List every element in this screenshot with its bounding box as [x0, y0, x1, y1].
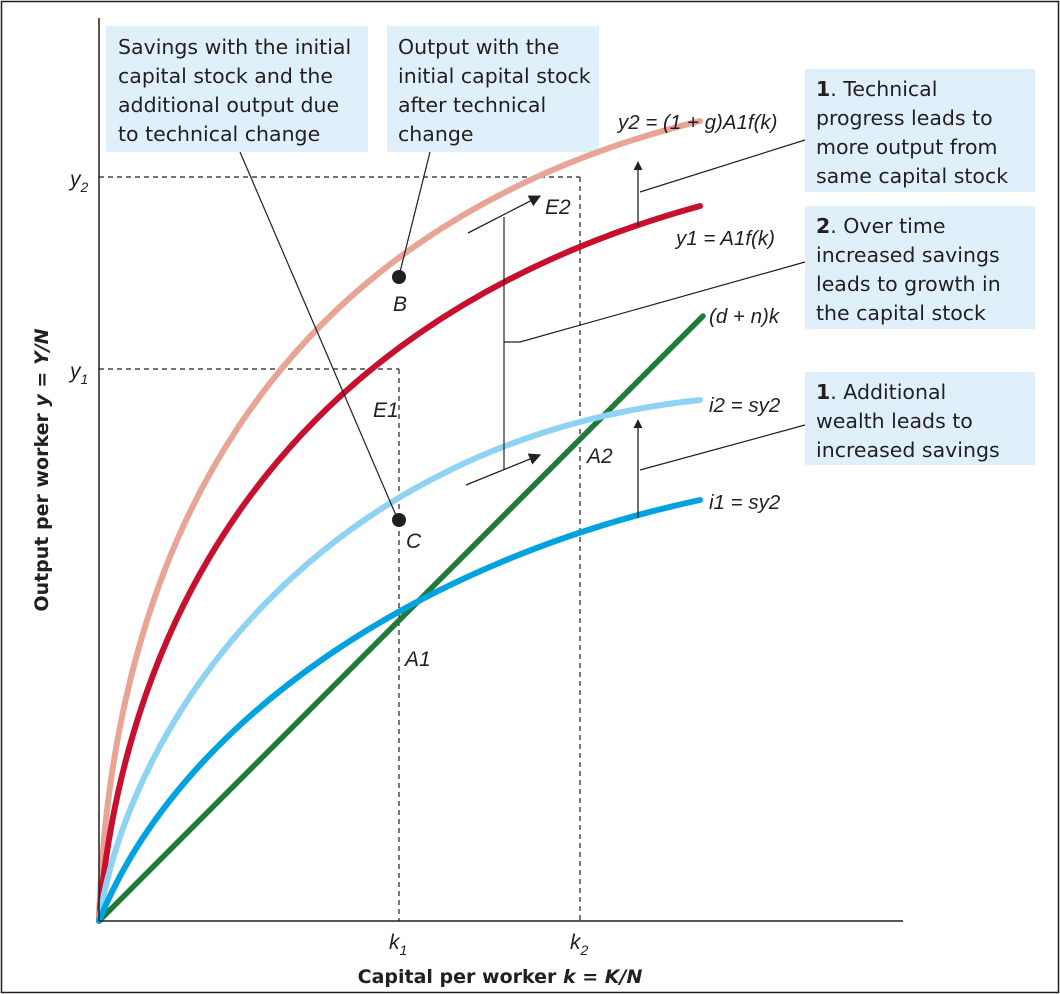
annotation-box-tech: [805, 69, 1035, 192]
curve-i1: [96, 497, 703, 924]
y-axis-title: Output per worker y = Y/N: [31, 328, 53, 611]
x-axis-title: Capital per worker k = K/N: [358, 966, 643, 988]
tick-label-k2: k2: [570, 931, 589, 958]
leader-overtime: [504, 261, 806, 343]
leader-lines: [239, 139, 806, 521]
point-label-B: B: [393, 293, 407, 316]
axes: [98, 18, 903, 922]
annotation-overtime: 2. Over time increased savings leads to …: [816, 214, 1007, 325]
leader-wealth: [639, 424, 806, 471]
annotation-savings: Savings with the initial capital stock a…: [118, 35, 358, 146]
point-label-A2: A2: [585, 445, 613, 468]
curves: [96, 118, 706, 924]
annotation-box-wealth: [805, 372, 1035, 465]
curve-label-y1: y1 = A1f(k): [674, 227, 775, 250]
annotation-wealth: 1. Additional wealth leads to increased …: [816, 380, 1000, 462]
curve-dnk: [96, 313, 706, 924]
annotation-tech: 1. Technical progress leads to more outp…: [816, 77, 1008, 188]
guide-lines: [99, 176, 581, 921]
curve-label-dnk: (d + n)k: [709, 305, 781, 328]
leader-output: [398, 151, 431, 277]
curve-label-i1: i1 = sy2: [709, 491, 781, 514]
annotation-output: Output with the initial capital stock af…: [398, 35, 597, 146]
tick-label-k1: k1: [389, 931, 407, 958]
tick-label-y2: y2: [68, 168, 89, 195]
arrows: [465, 161, 643, 518]
point-label-E2: E2: [545, 196, 571, 219]
leader-savings: [239, 151, 399, 521]
curve-y2: [96, 118, 703, 924]
tick-label-y1: y1: [68, 360, 88, 387]
arrow-move-lower: [465, 453, 542, 486]
point-B-marker: [392, 270, 406, 284]
annotation-box-savings: [106, 26, 368, 152]
curve-label-i2: i2 = sy2: [709, 394, 781, 417]
point-C-marker: [392, 513, 406, 527]
point-label-C: C: [406, 530, 422, 553]
annotation-box-overtime: [805, 206, 1035, 329]
curve-label-y2: y2 = (1 + g)A1f(k): [616, 111, 778, 134]
annotation-box-output: [387, 26, 599, 152]
arrow-move-upper: [467, 195, 542, 234]
point-label-A1: A1: [403, 648, 431, 671]
curve-y1: [96, 203, 703, 924]
curve-i2: [96, 397, 703, 924]
point-label-E1: E1: [373, 399, 399, 422]
leader-tech: [639, 139, 806, 193]
